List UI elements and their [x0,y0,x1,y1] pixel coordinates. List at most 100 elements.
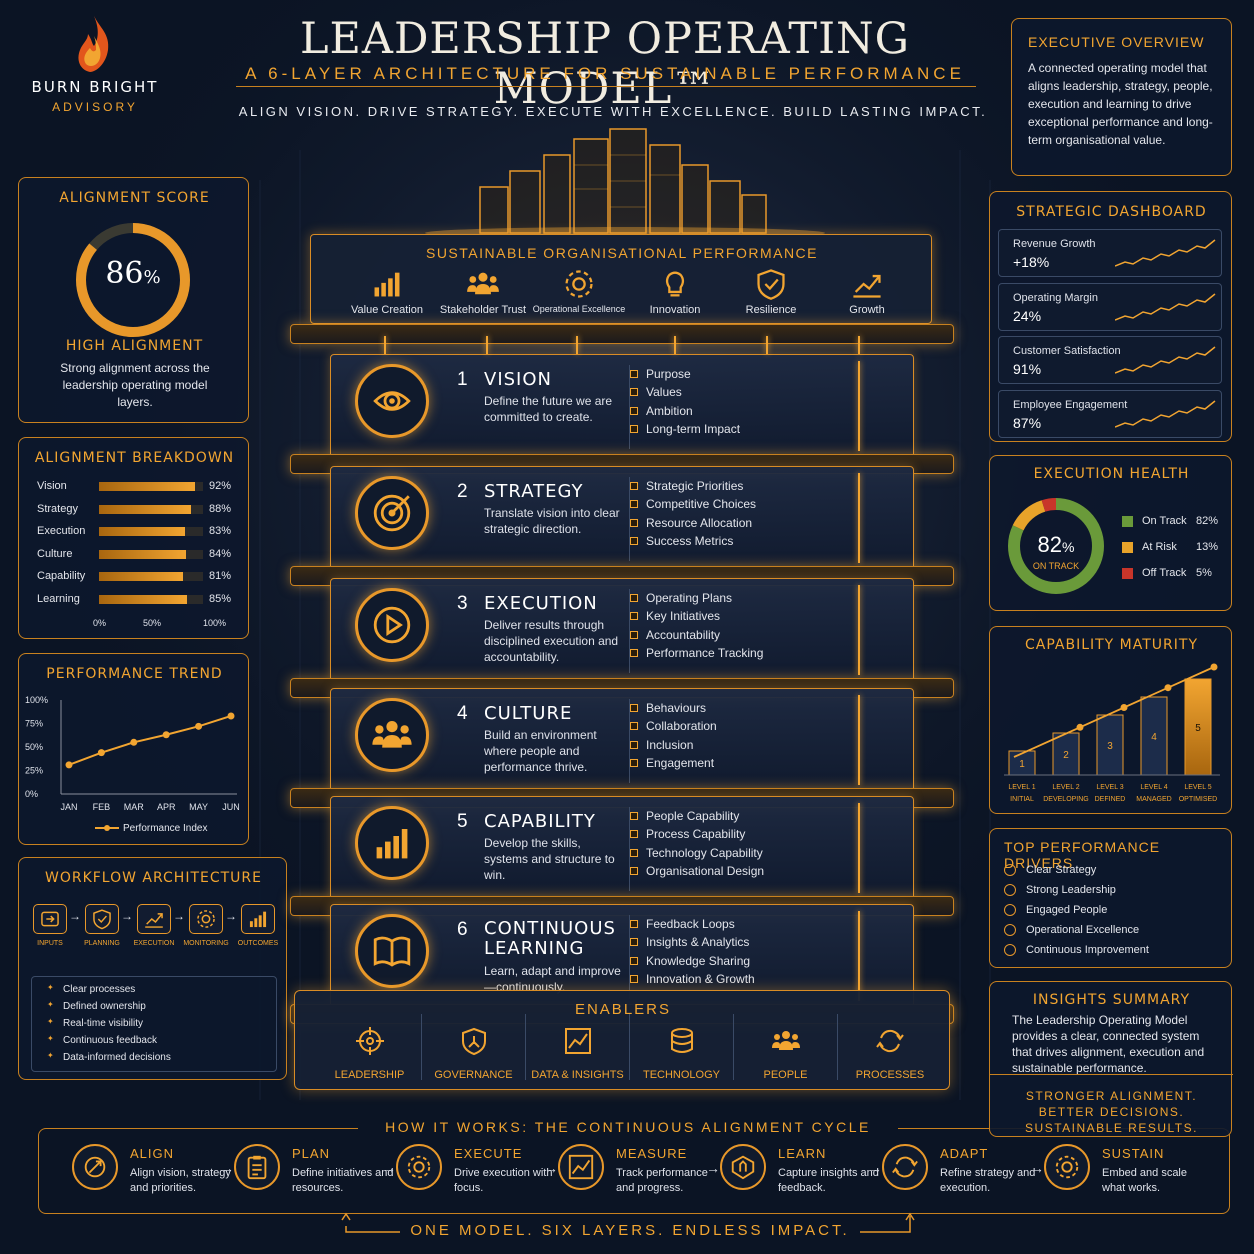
cycle-step-name: ADAPT [940,1146,989,1161]
layer-vision[interactable]: 1 VISION Define the future we are committe… [330,354,914,458]
vertical-connector [486,336,488,354]
layer-item: Engagement [630,754,859,772]
layer-item: Insights & Analytics [630,933,859,951]
layer-connector [858,473,860,563]
top-item-label: Value Creation [351,304,423,316]
workflow-step-planning[interactable] [85,904,119,934]
trend-xtick: MAY [189,802,208,812]
cycle-step-plan[interactable]: PLAN Define initiatives and resources. [234,1144,394,1204]
people-icon [734,1026,837,1061]
gear-icon [1044,1144,1090,1190]
maturity-bar-number: 5 [1195,723,1201,734]
cycle-step-adapt[interactable]: ADAPT Refine strategy and execution. [882,1144,1042,1204]
vertical-connector [384,336,386,354]
breakdown-label-learning: Learning [37,592,80,605]
breakdown-value-learning: 85% [209,592,232,605]
insights-line-1: STRONGER ALIGNMENT. [1025,1089,1198,1103]
alignment-score-ring [76,223,190,337]
execution-health-value: 82 [1037,532,1063,557]
layer-item: Operating Plans [630,589,859,607]
workflow-step-label: PLANNING [84,940,120,947]
layer-strategy[interactable]: 2 STRATEGY Translate vision into clear str… [330,466,914,570]
layer-item: Feedback Loops [630,915,859,933]
layer-items: Purpose Values Ambition Long-term Impact [629,365,859,449]
enabler-governance[interactable]: GOVERNANCE [422,1014,526,1081]
cycle-arrow-icon: → [220,1160,234,1176]
layer-number: 1 [457,369,468,390]
enabler-data-insights[interactable]: DATA & INSIGHTS [526,1014,630,1081]
layer-description: Translate vision into clear strategic di… [484,506,620,536]
workflow-item: Defined ownership [47,1000,146,1012]
vertical-connector [766,336,768,354]
legend-value: 13% [1196,541,1219,553]
breakdown-axis-100: 100% [203,618,227,628]
workflow-step-inputs[interactable] [33,904,67,934]
trend-line [68,715,232,766]
dashboard-card[interactable]: Employee Engagement 87% [998,389,1222,438]
chart-icon [526,1026,629,1061]
enabler-leadership[interactable]: LEADERSHIP [318,1014,422,1081]
dashboard-sparkline [1115,346,1216,374]
driver-item: Operational Excellence [1004,924,1139,936]
gear-icon [396,1144,442,1190]
dashboard-card[interactable]: Operating Margin 24% [998,282,1222,331]
alignment-score-readout: 86% [71,256,195,291]
driver-item: Engaged People [1004,904,1107,916]
top-item-icon-bars [370,267,404,306]
donut-segment [1008,498,1104,594]
layer-execution[interactable]: 3 EXECUTION Deliver results through discip… [330,578,914,682]
workflow-step-execution[interactable] [137,904,171,934]
enabler-label: PROCESSES [855,1069,925,1081]
layer-culture[interactable]: 4 CULTURE Build an environment where peopl… [330,688,914,792]
cycle-icon [882,1144,928,1190]
trend-point [162,731,170,739]
dashboard-card-value: +18% [1013,254,1050,270]
legend-label: Off Track [1142,567,1187,579]
maturity-bar [1052,732,1080,776]
legend-swatch [1122,568,1133,579]
cycle-step-sustain[interactable]: SUSTAIN Embed and scale what works. [1044,1144,1204,1204]
top-panel-title: SUSTAINABLE ORGANISATIONAL PERFORMANCE [425,245,819,261]
cycle-step-desc: Embed and scale what works. [1102,1167,1187,1194]
chart-icon [558,1144,604,1190]
database-icon [630,1026,733,1061]
layer-item: Process Capability [630,825,859,843]
workflow-step-outcomes[interactable] [241,904,275,934]
enabler-processes[interactable]: PROCESSES [838,1014,942,1081]
trend-xtick: MAR [124,802,145,812]
top-item-label: Resilience [745,304,797,316]
insights-line-3: SUSTAINABLE RESULTS. [1025,1121,1198,1135]
brand-sub: ADVISORY [52,100,138,114]
top-item-label: Operational Excellence [532,304,626,314]
cycle-step-name: ALIGN [130,1146,175,1161]
maturity-stage: DEVELOPING [1043,796,1089,803]
dashboard-card[interactable]: Customer Satisfaction 91% [998,336,1222,384]
workflow-step-monitoring[interactable] [189,904,223,934]
maturity-level: LEVEL 1 [1008,784,1035,791]
capability-maturity-chart: 1 LEVEL 1 INITIAL 2 LEVEL 2 DEVELOPING 3 LEVEL … [1004,663,1220,803]
dashboard-card-label: Operating Margin [1013,291,1098,304]
enabler-technology[interactable]: TECHNOLOGY [630,1014,734,1081]
enabler-people[interactable]: PEOPLE [734,1014,838,1081]
breakdown-value-capability: 81% [209,570,232,582]
trend-xtick: JAN [60,802,77,812]
cycle-step-align[interactable]: ALIGN Align vision, strategy and prioriti… [72,1144,232,1204]
cycle-step-learn[interactable]: LEARN Capture insights and feedback. [720,1144,880,1204]
layer-item: Long-term Impact [630,420,859,438]
maturity-trend-point [1210,663,1218,671]
top-item-label: Innovation [649,304,701,316]
hand-icon [720,1144,766,1190]
legend-label: On Track [1142,515,1187,527]
trend-ytick: 50% [25,742,43,752]
workflow-item: Real-time visibility [47,1017,143,1029]
layer-capability[interactable]: 5 CAPABILITY Develop the skills, systems a… [330,796,914,900]
cycle-step-execute[interactable]: EXECUTE Drive execution with focus. [396,1144,556,1204]
cycle-step-measure[interactable]: MEASURE Track performance and progress. [558,1144,718,1204]
maturity-bar [1184,678,1212,776]
enabler-label: PEOPLE [763,1069,808,1081]
insights-summary-panel: INSIGHTS SUMMARY The Leadership Operatin… [989,981,1233,1137]
execution-health-readout: 82% [1004,532,1108,558]
workflow-step-label: EXECUTION [133,940,175,947]
sustainable-performance-panel: SUSTAINABLE ORGANISATIONAL PERFORMANCE V… [310,234,932,324]
dashboard-card[interactable]: Revenue Growth +18% [998,229,1222,277]
